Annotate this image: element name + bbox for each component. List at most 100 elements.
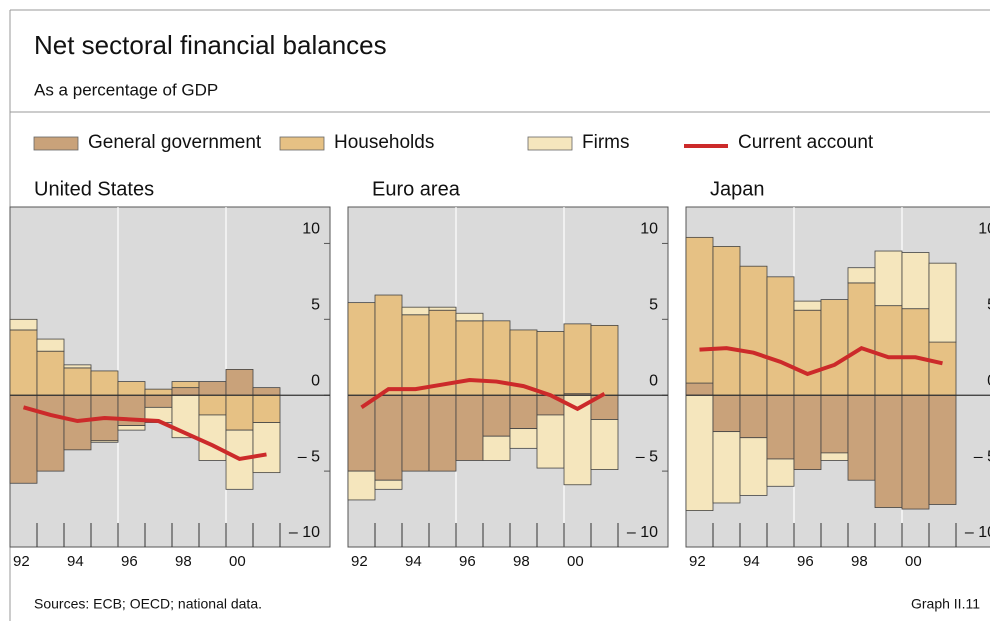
bar [874,394,903,508]
bar [766,458,795,487]
bar [536,331,565,396]
bar [198,381,227,396]
bar [252,394,281,423]
y-tick-label: 0 [649,372,658,389]
bar [171,394,200,439]
bar [685,382,714,396]
y-tick-label: 5 [311,297,320,314]
bar [63,367,92,396]
y-tick-label: – 10 [289,524,320,541]
x-tick-label: 96 [121,553,138,570]
bar [144,388,173,396]
bar [374,294,403,396]
bar [712,394,741,433]
bar [401,394,430,472]
y-tick-label: – 10 [965,524,990,541]
y-tick-label: – 5 [298,448,320,465]
bar [739,437,768,496]
bar [536,414,565,469]
x-tick-label: 92 [351,553,368,570]
bar [401,314,430,396]
line [699,345,943,377]
bar [820,452,849,461]
bar [90,370,119,396]
panel-title: Japan [710,178,765,200]
x-tick-label: 94 [405,553,422,570]
x-tick-label: 00 [905,553,922,570]
x-tick-label: 98 [175,553,192,570]
bar [117,381,146,396]
bar [63,364,92,369]
bar [712,431,741,504]
legend-swatch [33,136,79,151]
bar [874,305,903,396]
legend-label: Current account [738,132,874,153]
bar [171,381,200,389]
bar [482,394,511,437]
x-tick-label: 00 [567,553,584,570]
x-tick-label: 96 [797,553,814,570]
legend-label: General government [88,132,262,153]
bar [36,350,65,396]
x-tick-label: 94 [743,553,760,570]
legend-swatch [527,136,573,151]
bar [198,394,227,416]
bar [928,262,957,343]
legend-label: Households [334,132,434,153]
bar [590,419,619,470]
bar [901,394,930,510]
bar [928,341,957,396]
bar [252,422,281,474]
source: Sources: ECB; OECD; national data. [34,596,262,612]
bar [874,250,903,307]
bar [509,428,538,449]
bar [793,309,822,396]
bar [739,265,768,396]
bar [766,276,795,396]
x-tick-label: 98 [513,553,530,570]
bar [401,306,430,316]
bar [712,246,741,396]
bar [793,394,822,470]
y-tick-label: 0 [311,372,320,389]
bar [847,282,876,396]
bar [901,252,930,310]
y-tick-label: 0 [987,372,990,389]
bar [482,435,511,461]
panel-title: United States [34,178,154,200]
y-tick-label: 5 [649,297,658,314]
bar [347,394,376,472]
subtitle: As a percentage of GDP [34,80,218,99]
bar [198,414,227,461]
bar [509,394,538,430]
x-tick-label: 92 [13,553,30,570]
bar [685,394,714,511]
bar [820,394,849,454]
bar [590,324,619,396]
y-tick-label: – 10 [627,524,658,541]
bar [252,387,281,396]
bar [928,394,957,505]
bar [847,394,876,481]
x-tick-label: 00 [229,553,246,570]
bar [901,308,930,396]
x-tick-label: 94 [67,553,84,570]
line [360,378,606,412]
bar [144,394,173,408]
bar [428,306,457,311]
graph-label: Graph II.11 [911,596,980,612]
x-tick-label: 98 [851,553,868,570]
bar [455,394,484,461]
bar [766,394,795,460]
bar [347,470,376,501]
bar [225,394,254,431]
x-tick-label: 92 [689,553,706,570]
y-tick-label: 10 [302,221,320,238]
bar [347,302,376,396]
bar [374,394,403,481]
y-tick-label: 5 [987,297,990,314]
bar [455,320,484,396]
bar [9,329,38,396]
y-tick-label: 10 [640,221,658,238]
